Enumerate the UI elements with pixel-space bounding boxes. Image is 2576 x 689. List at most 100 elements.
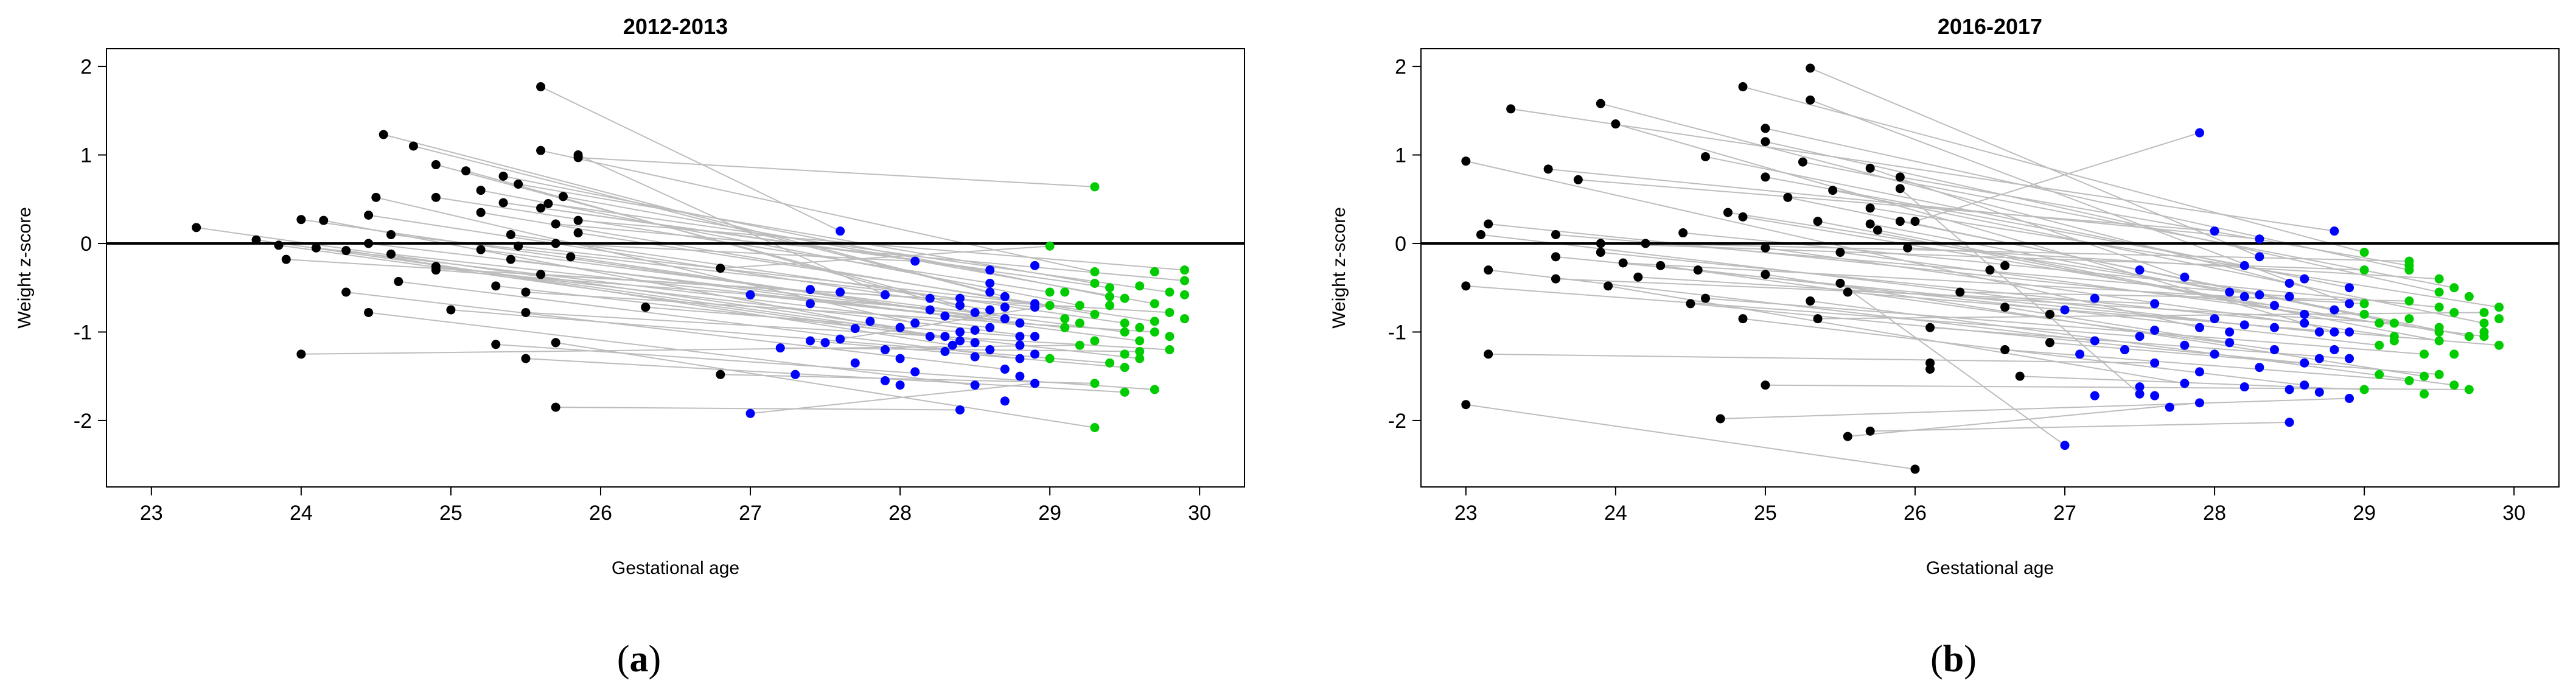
data-point [2210, 349, 2219, 359]
trajectory-line [346, 292, 1005, 370]
x-tick-label: 24 [290, 502, 313, 525]
trajectory-line [563, 195, 1155, 304]
trajectory-line [1810, 68, 2260, 257]
data-point [1813, 314, 1823, 324]
data-point [543, 199, 553, 209]
trajectory-line [450, 309, 1110, 364]
data-point [446, 305, 456, 315]
data-point [2000, 303, 2010, 312]
data-point [2239, 292, 2249, 301]
trajectory-line [1600, 103, 2290, 284]
data-point [2449, 349, 2459, 359]
data-point [2239, 261, 2249, 270]
data-point [2464, 332, 2474, 341]
trajectory-line [2005, 349, 2410, 382]
data-point [379, 130, 388, 139]
data-point [566, 252, 576, 262]
trajectory-line [540, 150, 1095, 273]
trajectory-line [1488, 353, 2155, 364]
trajectory-line [1899, 188, 2140, 395]
data-point [573, 228, 583, 238]
data-point [1000, 314, 1010, 324]
data-point [2330, 305, 2339, 315]
trajectory-line [525, 312, 1170, 351]
data-point [2150, 358, 2160, 368]
data-point [1761, 124, 1770, 133]
data-point [1484, 349, 1493, 359]
x-tick-label: 23 [140, 502, 163, 525]
data-point [1165, 345, 1175, 355]
data-point [970, 338, 980, 348]
data-point [985, 345, 995, 355]
data-point [1150, 327, 1159, 337]
trajectory-line [1765, 176, 2245, 267]
trajectory-line [1930, 327, 2350, 360]
data-point [1925, 323, 1935, 332]
data-point [514, 241, 523, 251]
data-point [2300, 274, 2309, 284]
y-tick-label: 0 [1395, 233, 1406, 256]
data-point [461, 166, 471, 176]
trajectory-line [1465, 285, 2140, 337]
trajectory-line [398, 281, 1021, 360]
data-point [2314, 387, 2324, 397]
data-point [371, 192, 381, 202]
x-tick-label: 23 [1454, 502, 1478, 525]
data-point [1761, 137, 1770, 147]
data-point [521, 354, 531, 363]
data-point [1075, 318, 1084, 328]
data-point [521, 287, 531, 297]
x-tick-label: 29 [2353, 502, 2376, 525]
data-point [1895, 184, 1905, 194]
data-point [2285, 385, 2294, 394]
axis-ticks: 23 24 25 26 27 28 29 30 -2 -1 0 1 2 [74, 55, 1211, 525]
data-point [910, 318, 920, 328]
y-axis-label: Weight z-score [1329, 207, 1349, 329]
trajectory-line [1765, 141, 2440, 293]
data-point [1895, 217, 1905, 226]
trajectory-line [1870, 421, 2290, 432]
x-tick-label: 27 [2053, 502, 2076, 525]
data-point [1105, 301, 1115, 310]
data-point [2330, 327, 2339, 337]
x-tick-label: 26 [589, 502, 612, 525]
data-points [192, 82, 1190, 433]
data-point [2420, 371, 2429, 381]
trajectory-line [578, 156, 1095, 187]
trajectory-line [1465, 404, 1916, 470]
trajectory-lines [196, 86, 1185, 428]
data-point [2194, 398, 2204, 408]
data-point [1835, 278, 1845, 288]
data-point [1806, 95, 1815, 105]
data-point [895, 354, 905, 363]
trajectory-line [1638, 276, 2395, 324]
data-point [805, 336, 815, 346]
data-point [2150, 299, 2160, 309]
trajectory-line [1510, 108, 2335, 232]
x-tick-label: 28 [888, 502, 912, 525]
y-tick-label: -1 [1388, 321, 1406, 344]
data-point [1135, 336, 1145, 346]
data-point [2045, 309, 2054, 319]
data-point [506, 254, 515, 264]
data-point [1701, 293, 1710, 303]
data-point [910, 367, 920, 377]
trajectory-line [2005, 306, 2230, 343]
trajectory-line [578, 220, 1185, 271]
data-point [985, 305, 995, 315]
data-point [2075, 349, 2085, 359]
data-point [925, 332, 935, 341]
data-point [2479, 327, 2489, 337]
y-tick-label: 1 [80, 144, 92, 167]
data-point [1105, 292, 1115, 301]
trajectory-line [1555, 278, 2155, 304]
data-point [985, 278, 995, 288]
trajectory-line [780, 347, 1140, 352]
trajectory-line [1840, 282, 2065, 446]
data-point [431, 265, 441, 275]
trajectory-line [480, 189, 1080, 306]
trajectory-line [1869, 167, 2185, 278]
data-point [2479, 307, 2489, 317]
data-point [2045, 338, 2054, 348]
